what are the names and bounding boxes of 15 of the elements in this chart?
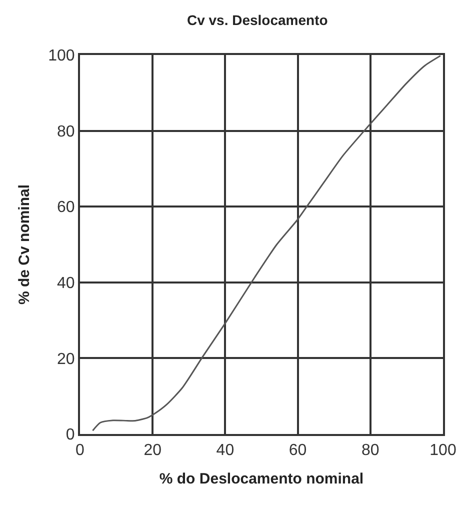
y-axis-title: % de Cv nominal [16,184,33,305]
y-tick-label: 80 [57,123,75,140]
y-tick-label: 40 [57,275,75,292]
x-tick-label: 40 [216,442,234,460]
y-tick-label: 20 [57,350,75,368]
y-tick-label: 0 [66,426,75,444]
x-tick-label: 60 [288,442,307,460]
x-axis-title: % do Deslocamento nominal [159,470,364,488]
x-tick-label: 20 [144,442,162,460]
chart-title: Cv vs. Deslocamento [186,12,328,28]
line-series [92,55,442,432]
x-tick-label: 100 [430,442,456,460]
x-tick-label: 80 [362,442,380,460]
y-tick-label: 60 [57,199,75,216]
y-tick-label: 100 [48,48,75,65]
